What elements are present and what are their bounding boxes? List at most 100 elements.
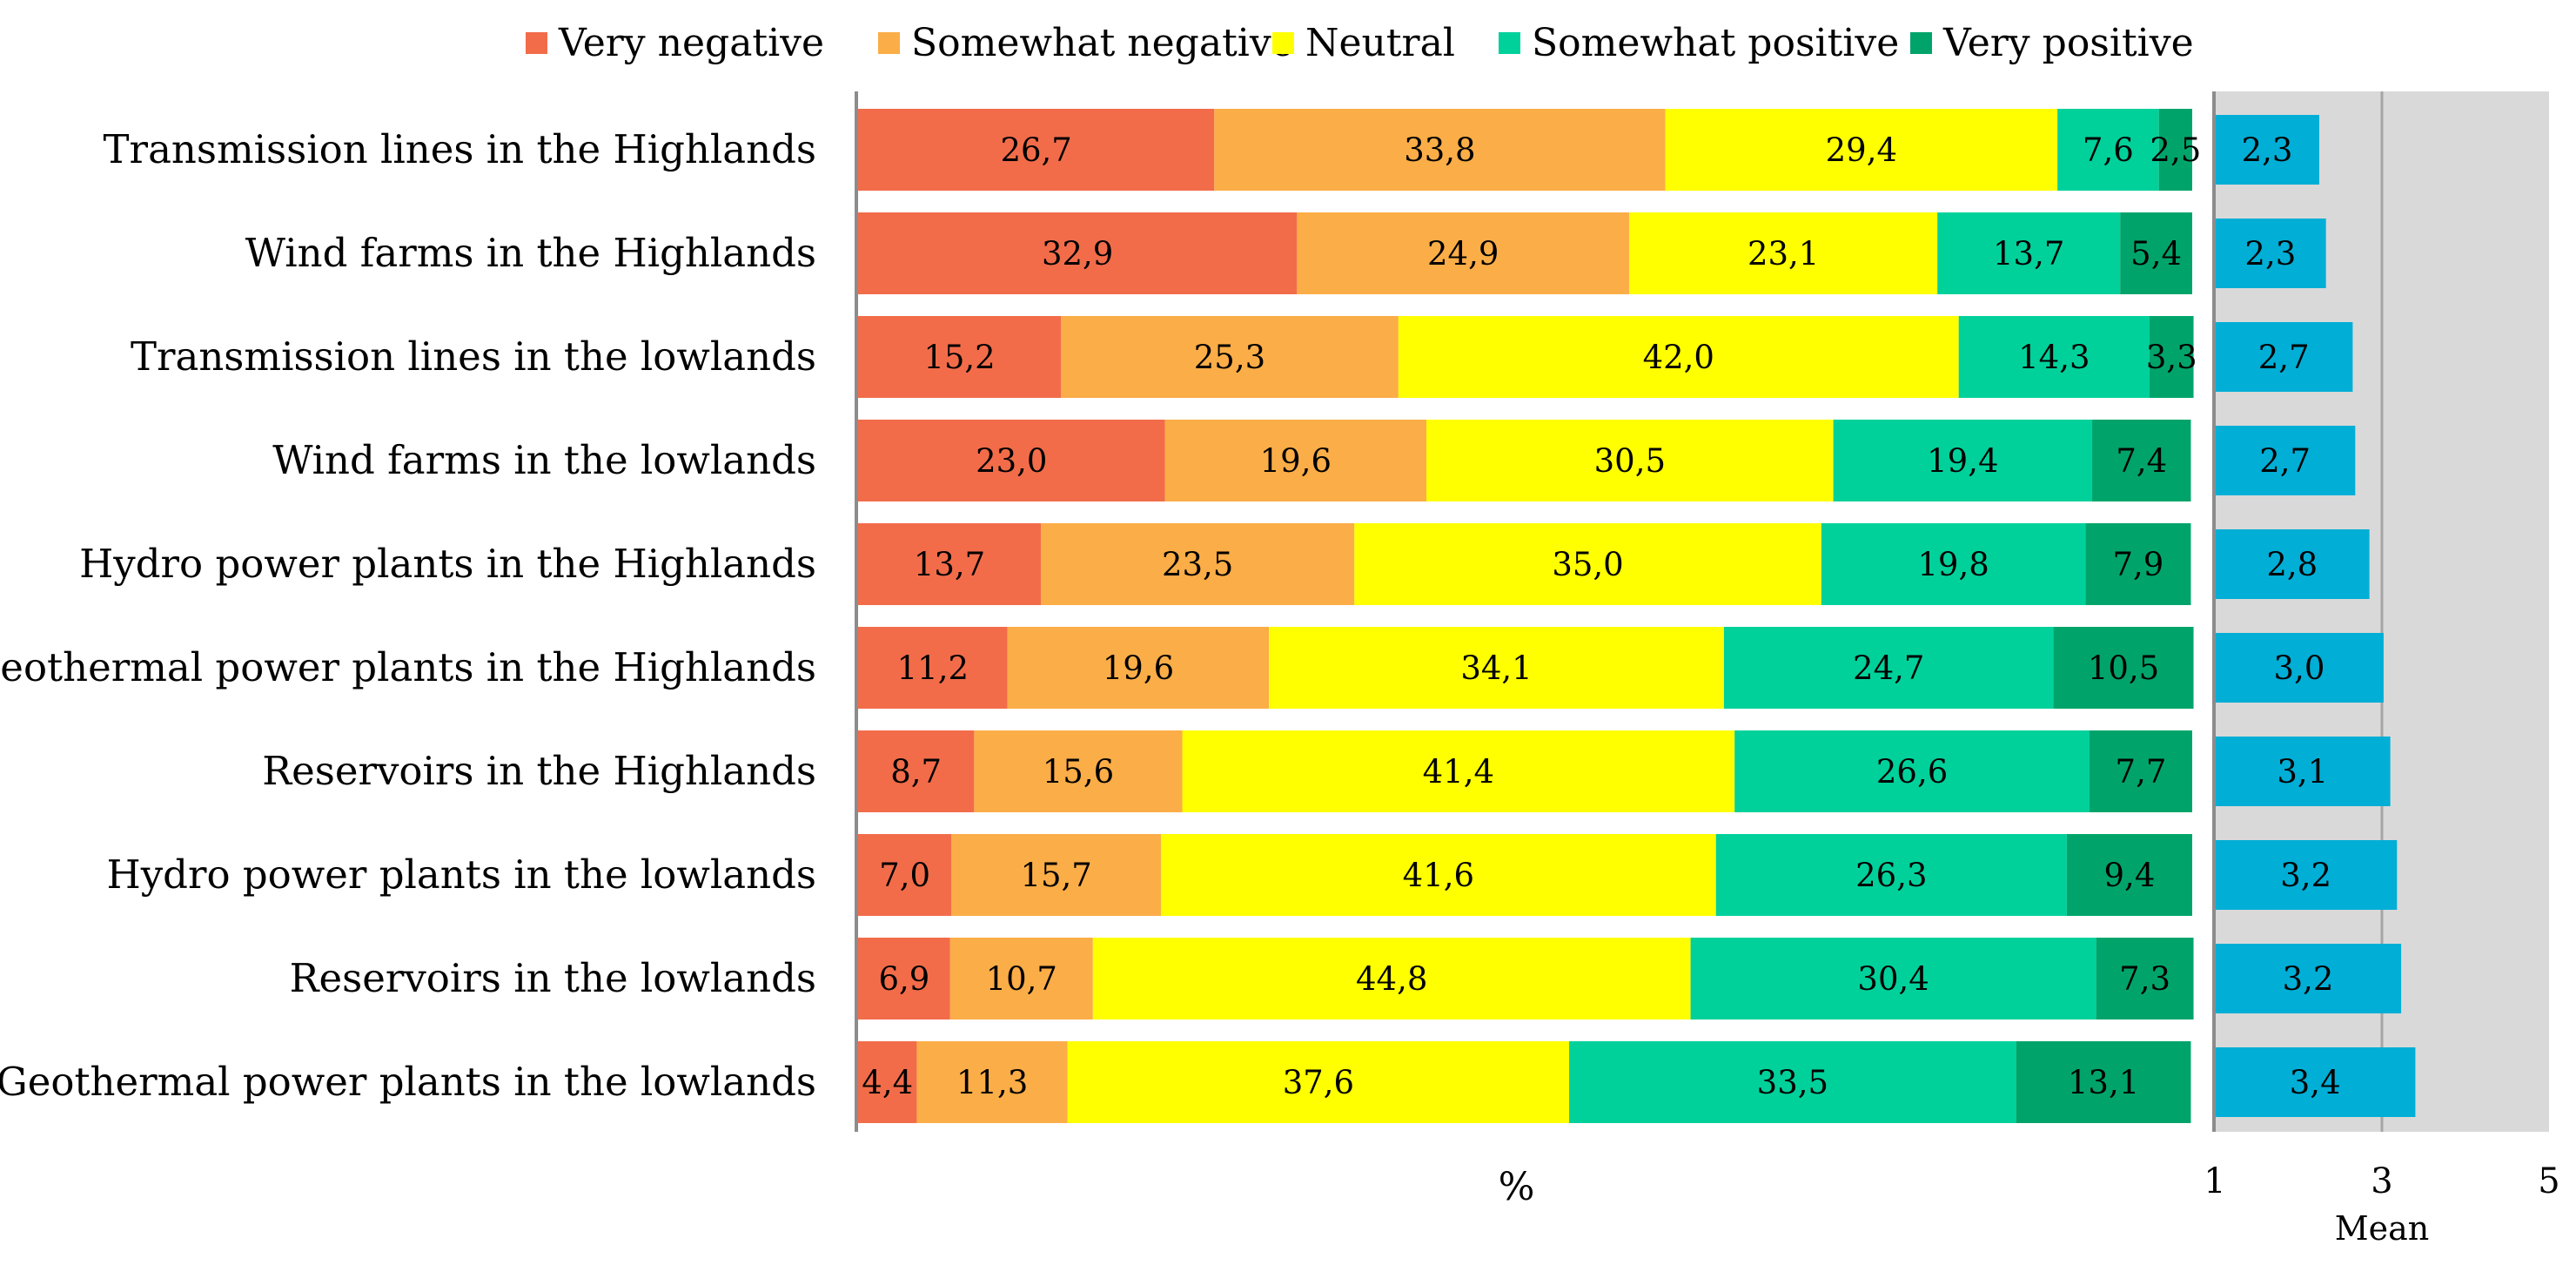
segment-value-label: 42,0 [1643,339,1714,376]
segment-value-label: 29,4 [1826,131,1897,169]
segment-value-label: 7,3 [2119,960,2170,998]
stacked-bar-segment [1833,420,2093,501]
segment-value-label: 7,9 [2112,546,2163,583]
segment-value-label: 23,0 [976,442,1047,480]
segment-value-label: 2,5 [2150,131,2201,169]
mean-value-label: 2,3 [2242,131,2293,169]
stacked-bar-segment [1690,938,2096,1019]
segment-value-label: 13,7 [914,546,985,583]
stacked-bar-segment [858,834,952,916]
mean-bar [2215,115,2319,185]
stacked-bar-segment [1297,212,1630,294]
stacked-bar-segment [1160,834,1716,916]
segment-value-label: 33,8 [1404,131,1475,169]
legend-swatch [1499,32,1520,54]
stacked-bar-segment [1007,627,1270,709]
segment-value-label: 19,6 [1103,649,1174,687]
segment-value-label: 10,5 [2088,649,2159,687]
stacked-bar-segment [2057,109,2159,191]
category-label: Hydro power plants in the lowlands [106,851,816,898]
stacked-bar-segment [858,1041,917,1123]
stacked-bar-segment [858,523,1042,605]
segment-value-label: 5,4 [2130,235,2182,273]
segment-value-label: 44,8 [1356,960,1427,998]
category-label: Hydro power plants in the Highlands [79,541,816,587]
mean-value-label: 2,7 [2259,442,2311,480]
segment-value-label: 23,5 [1162,546,1233,583]
stacked-bar-chart: 26,7 33,8 29,4 7,6 2,5 32,9 24,9 23,1 13,7 5,4 15,… [855,91,2201,1209]
mean-tick-label: 5 [2538,1161,2559,1201]
stacked-bar-segment [2158,109,2192,191]
stacked-bar-segment [858,627,1008,709]
segment-value-label: 30,5 [1594,442,1666,480]
stacked-bar-segment [1067,1041,1570,1123]
stacked-bar-segment [1715,834,2067,916]
segment-value-label: 32,9 [1042,235,1113,273]
segment-value-label: 11,2 [897,649,969,687]
segment-value-label: 8,7 [890,753,942,791]
segment-value-label: 19,4 [1927,442,1998,480]
category-label: Transmission lines in the Highlands [104,126,816,172]
legend-label: Very negative [558,21,824,65]
stacked-bar-segment [2066,834,2192,916]
segment-value-label: 13,7 [1993,235,2064,273]
stacked-bar-segment [1214,109,1666,191]
mean-tick-label: 3 [2371,1161,2392,1201]
category-label: Wind farms in the lowlands [272,437,816,483]
segment-value-label: 13,1 [2068,1064,2139,1101]
mean-value-label: 3,2 [2280,857,2331,894]
stacked-bar-segment [1182,730,1735,812]
stacked-bar-segment [1398,316,1959,398]
category-label: Reservoirs in the Highlands [262,748,816,794]
segment-value-label: 6,9 [878,960,929,998]
segment-value-label: 7,7 [2116,753,2167,791]
legend-label: Very positive [1942,21,2194,65]
stacked-bar-segment [2096,938,2194,1019]
legend: Very negative Somewhat negative Neutral Som… [526,21,2194,65]
segment-value-label: 15,6 [1043,753,1114,791]
segment-value-label: 7,4 [2116,442,2167,480]
stacked-bar-segment [1937,212,2121,294]
segment-value-label: 33,5 [1757,1064,1828,1101]
segment-value-label: 11,3 [956,1064,1028,1101]
legend-item: Somewhat negative [878,21,1294,65]
mean-value-label: 3,1 [2277,753,2328,791]
stacked-bar-segment [2120,212,2192,294]
mean-value-label: 2,7 [2258,339,2310,376]
stacked-bar-segment [858,316,1062,398]
stacked-bar-segment [1821,523,2086,605]
mean-x-axis-label: Mean [2335,1209,2430,1248]
category-label: Geothermal power plants in the Highlands [0,644,816,690]
stacked-bar-segment [2092,420,2191,501]
stacked-bar-segment [858,420,1165,501]
legend-label: Somewhat negative [911,21,1294,65]
mean-bar [2215,840,2398,910]
mean-bar [2215,944,2402,1013]
category-label: Transmission lines in the lowlands [131,333,816,380]
mean-bar [2215,426,2356,495]
stacked-bar-segment [1061,316,1399,398]
segment-value-label: 23,1 [1748,235,1819,273]
stacked-bar-segment [858,730,975,812]
segment-value-label: 35,0 [1552,546,1623,583]
stacked-bar-segment [949,938,1093,1019]
stacked-bar-segment [1041,523,1355,605]
legend-label: Neutral [1305,21,1455,65]
mean-value-label: 3,2 [2283,960,2334,998]
stacked-bar-segment [1569,1041,2016,1123]
stacked-bar-segment [1958,316,2150,398]
mean-bar [2215,737,2391,806]
segment-value-label: 4,4 [862,1064,913,1101]
segment-value-label: 14,3 [2018,339,2090,376]
stacked-bar-segment [2149,316,2194,398]
segment-value-label: 41,4 [1423,753,1494,791]
segment-value-label: 19,6 [1260,442,1332,480]
mean-bar [2215,322,2353,392]
legend-item: Somewhat positive [1499,21,1899,65]
stacked-bar-segment [1629,212,1938,294]
stacked-bar-segment [2085,523,2191,605]
mean-bar [2215,219,2326,288]
segment-value-label: 9,4 [2104,857,2156,894]
legend-swatch [1272,32,1294,54]
